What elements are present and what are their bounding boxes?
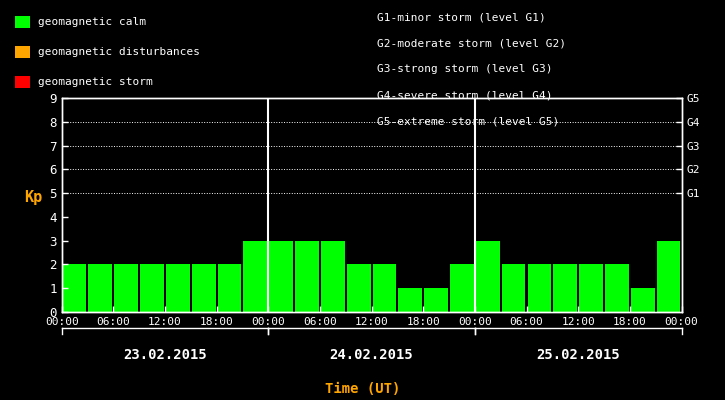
Bar: [321, 241, 344, 312]
Bar: [528, 264, 551, 312]
Bar: [631, 288, 655, 312]
Bar: [192, 264, 215, 312]
Bar: [295, 241, 319, 312]
Bar: [166, 264, 190, 312]
Text: G2-moderate storm (level G2): G2-moderate storm (level G2): [377, 38, 566, 48]
Text: 25.02.2015: 25.02.2015: [536, 348, 620, 362]
Bar: [88, 264, 112, 312]
Bar: [502, 264, 526, 312]
Bar: [347, 264, 370, 312]
Bar: [605, 264, 629, 312]
Bar: [553, 264, 577, 312]
Bar: [373, 264, 397, 312]
Text: G4-severe storm (level G4): G4-severe storm (level G4): [377, 90, 552, 100]
Text: geomagnetic disturbances: geomagnetic disturbances: [38, 47, 199, 57]
Bar: [579, 264, 603, 312]
Text: G3-strong storm (level G3): G3-strong storm (level G3): [377, 64, 552, 74]
Text: geomagnetic calm: geomagnetic calm: [38, 17, 146, 27]
Bar: [269, 241, 293, 312]
Text: G5-extreme storm (level G5): G5-extreme storm (level G5): [377, 116, 559, 126]
Text: geomagnetic storm: geomagnetic storm: [38, 77, 152, 87]
Bar: [244, 241, 268, 312]
Bar: [424, 288, 448, 312]
Text: 23.02.2015: 23.02.2015: [123, 348, 207, 362]
Bar: [399, 288, 422, 312]
Text: 24.02.2015: 24.02.2015: [330, 348, 413, 362]
Y-axis label: Kp: Kp: [25, 190, 43, 205]
Bar: [218, 264, 241, 312]
Bar: [657, 241, 681, 312]
Bar: [476, 241, 500, 312]
Bar: [140, 264, 164, 312]
Bar: [115, 264, 138, 312]
Text: Time (UT): Time (UT): [325, 382, 400, 396]
Text: G1-minor storm (level G1): G1-minor storm (level G1): [377, 12, 546, 22]
Bar: [450, 264, 474, 312]
Bar: [62, 264, 86, 312]
